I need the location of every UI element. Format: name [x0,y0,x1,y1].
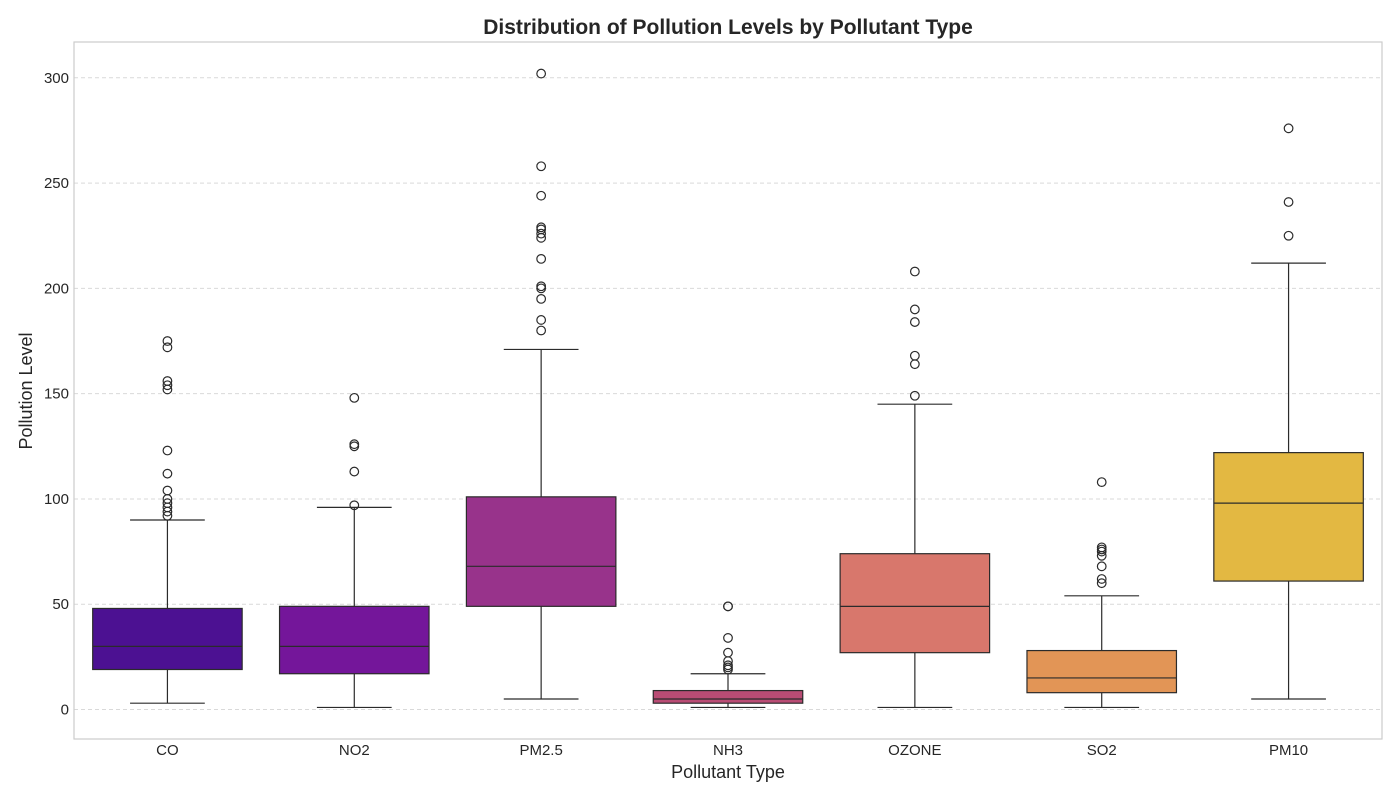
iqr-box [92,607,243,671]
iqr-box [1213,452,1364,582]
outlier-point [536,253,547,264]
outlier-point [536,161,547,172]
outlier-point [536,68,547,79]
outlier-point [909,390,920,401]
outlier-point [909,266,920,277]
outlier-point [536,315,547,325]
outlier-point [1096,477,1107,487]
outlier-point [349,392,360,403]
x-tick-label: NO2 [339,742,370,759]
outlier-point [162,380,173,391]
outlier-point [349,500,360,511]
x-axis-label: Pollutant Type [671,762,785,782]
outlier-point [162,498,173,509]
chart-title: Distribution of Pollution Levels by Poll… [483,16,973,39]
iqr-box [465,496,617,607]
outlier-point [723,647,733,658]
outlier-point [909,350,920,361]
outlier-point [349,439,360,450]
outlier-point [1283,230,1294,241]
outlier-point [349,466,360,477]
outlier-point [162,445,173,456]
x-tick-label: PM10 [1269,742,1308,759]
box-series [92,68,1364,709]
outlier-point [162,336,173,346]
y-tick-label: 250 [44,175,69,192]
y-tick-label: 200 [44,280,69,297]
outlier-point [1283,197,1294,207]
box-group [465,68,617,700]
x-tick-label: CO [156,742,179,759]
box-group [839,266,991,709]
iqr-box [1026,649,1178,694]
outlier-point [162,485,173,496]
box-group [278,392,430,709]
outlier-point [909,317,920,327]
y-axis-label: Pollution Level [16,332,36,449]
grid-lines [74,77,1382,711]
box-group [92,336,243,704]
outlier-point [162,376,173,386]
iqr-box [278,605,430,675]
outlier-point [536,190,547,201]
outlier-point [536,294,547,304]
box-group [1213,123,1364,700]
outlier-point [536,281,547,292]
outlier-point [1096,561,1107,572]
outlier-point [162,342,173,353]
x-tick-label: OZONE [888,742,941,759]
outlier-point [723,633,733,643]
outlier-point [536,228,547,239]
y-tick-label: 100 [44,491,69,508]
box-group [1026,477,1178,709]
x-tick-label: NH3 [713,742,743,759]
y-tick-label: 50 [52,596,69,613]
y-tick-label: 150 [44,386,69,403]
x-tick-label: PM2.5 [519,742,562,759]
x-tick-label: SO2 [1087,742,1117,759]
iqr-box [652,689,804,704]
outlier-point [1096,542,1107,553]
outlier-point [536,325,547,336]
y-tick-label: 300 [44,70,69,87]
outlier-point [536,222,547,233]
outlier-point [162,468,173,479]
outlier-point [723,601,733,612]
outlier-point [909,304,920,315]
outlier-point [1096,578,1107,589]
box-group [652,601,804,709]
iqr-box [839,553,991,654]
y-tick-labels: 0 50 100 150 200 250 300 [44,70,69,719]
x-tick-labels: CO NO2 PM2.5 NH3 OZONE SO2 PM10 [156,742,1308,759]
outlier-point [1283,123,1294,134]
outlier-point [1096,574,1107,584]
outlier-point [723,660,733,671]
y-tick-label: 0 [61,702,69,719]
plot-frame [73,41,1383,740]
